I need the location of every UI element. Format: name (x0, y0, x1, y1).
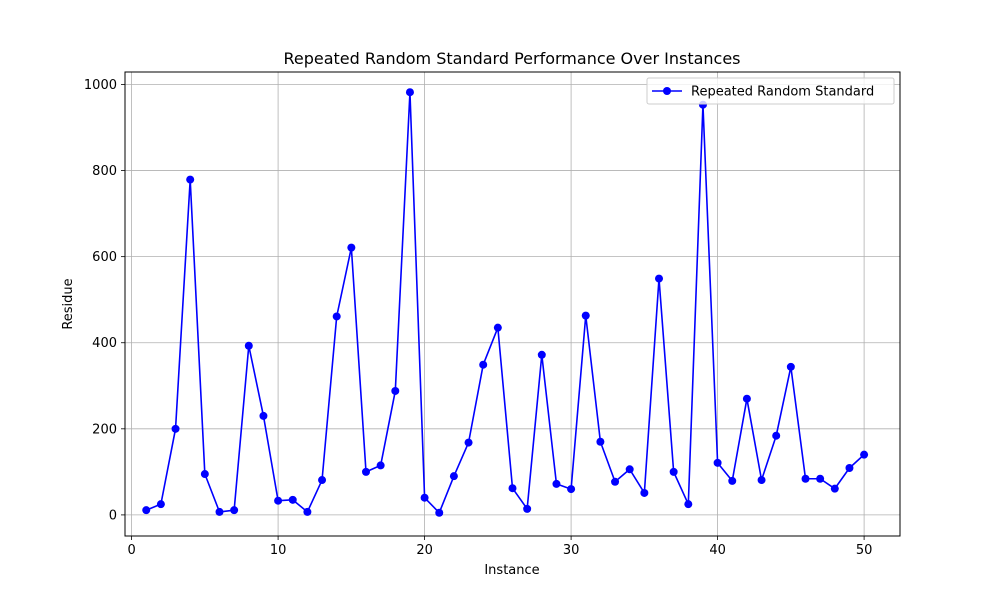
grid-lines (125, 72, 900, 536)
data-point (655, 274, 664, 283)
x-tick-label: 30 (563, 543, 580, 558)
x-axis-ticks: 0 10 20 30 40 50 (127, 536, 872, 558)
legend: Repeated Random Standard (646, 77, 895, 105)
data-point (640, 488, 649, 497)
data-point (318, 476, 327, 485)
data-point (728, 476, 737, 485)
data-point (420, 493, 429, 502)
x-axis-label: Instance (484, 563, 539, 578)
data-point (361, 467, 370, 476)
data-point (464, 438, 473, 447)
data-point (581, 311, 590, 320)
data-point (830, 484, 839, 493)
y-tick-label: 800 (92, 164, 117, 179)
data-point (567, 485, 576, 494)
data-point (303, 507, 312, 516)
data-point (142, 506, 151, 515)
data-point (816, 474, 825, 483)
data-point (405, 88, 414, 97)
y-tick-label: 1000 (84, 78, 117, 93)
data-point (669, 467, 678, 476)
data-point (435, 508, 444, 517)
data-point (596, 437, 605, 446)
y-axis-label: Residue (61, 278, 76, 329)
data-point (200, 470, 209, 479)
legend-marker-swatch (663, 87, 671, 95)
data-point (508, 484, 517, 493)
legend-label: Repeated Random Standard (691, 85, 874, 100)
data-point (332, 312, 341, 321)
y-axis-ticks: 0 200 400 600 800 1000 (84, 78, 125, 523)
y-tick-label: 200 (92, 422, 117, 437)
y-tick-label: 0 (109, 508, 117, 523)
data-point (288, 495, 297, 504)
data-point (230, 506, 239, 515)
data-point (757, 476, 766, 485)
data-point (391, 386, 400, 395)
data-point (552, 479, 561, 488)
y-tick-label: 600 (92, 250, 117, 265)
plot-area-frame (124, 71, 901, 537)
chart-title: Repeated Random Standard Performance Ove… (283, 49, 740, 68)
data-point (493, 323, 502, 332)
series-line (145, 91, 865, 514)
data-point (376, 461, 385, 470)
data-point (713, 458, 722, 467)
data-point (274, 496, 283, 505)
data-point (772, 431, 781, 440)
data-point (171, 424, 180, 433)
x-tick-label: 0 (127, 543, 135, 558)
data-point (537, 350, 546, 359)
data-point (786, 362, 795, 371)
legend-box (646, 77, 895, 105)
data-point (742, 394, 751, 403)
data-point (244, 341, 253, 350)
data-point (684, 500, 693, 509)
data-point (611, 477, 620, 486)
data-point (860, 450, 869, 459)
x-tick-label: 10 (270, 543, 287, 558)
data-point (215, 507, 224, 516)
data-point (347, 243, 356, 252)
data-point (449, 472, 458, 481)
data-point (845, 463, 854, 472)
data-point (625, 465, 634, 474)
data-point (479, 360, 488, 369)
x-tick-label: 20 (416, 543, 433, 558)
y-tick-label: 400 (92, 336, 117, 351)
x-tick-label: 50 (856, 543, 873, 558)
x-tick-label: 40 (709, 543, 726, 558)
data-point (801, 474, 810, 483)
data-point (259, 411, 268, 420)
series-group (142, 88, 869, 517)
data-point (186, 175, 195, 184)
data-point (523, 504, 532, 513)
data-point (156, 500, 165, 509)
